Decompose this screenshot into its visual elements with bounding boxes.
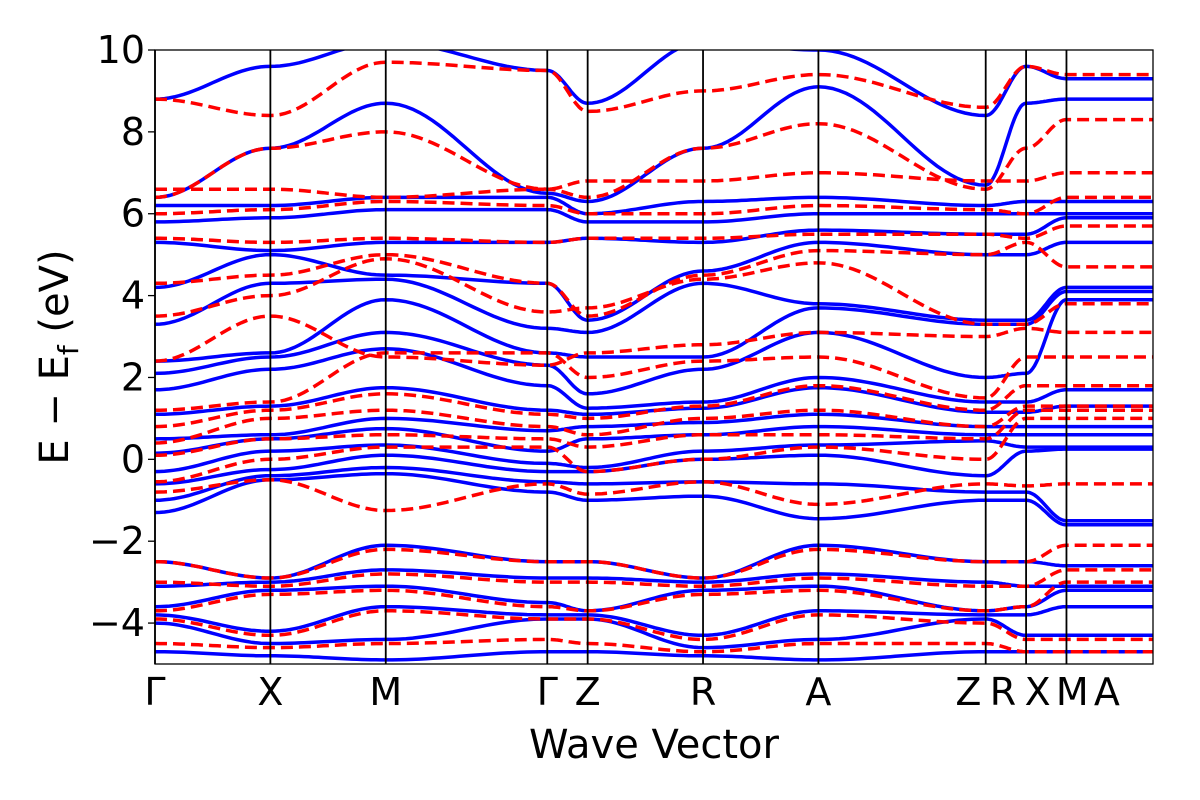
dashed-band-7 <box>155 257 1153 327</box>
x-tick-label: M <box>1056 670 1089 714</box>
plot-frame <box>154 49 1154 665</box>
dashed-band-16 <box>155 580 1153 613</box>
dashed-band-8 <box>155 240 1153 318</box>
x-tick-label: Γ <box>537 670 558 714</box>
x-tick-label: X <box>1025 670 1051 714</box>
x-tick-label: Z <box>575 670 601 714</box>
y-tick-label: 4 <box>121 274 145 318</box>
y-axis-label: E − Ef (eV) <box>32 249 85 464</box>
y-axis-label-unit: (eV) <box>32 249 78 345</box>
x-tick-label: Γ <box>144 670 165 714</box>
kpoint-lines <box>154 50 1068 664</box>
y-axis-label-main: E − E <box>32 355 78 465</box>
y-tick-label: −2 <box>89 519 145 563</box>
x-tick-label: R <box>690 670 716 714</box>
y-tick-label: 8 <box>121 110 145 154</box>
y-axis-ticks: −4 −2 0 2 4 6 8 10 <box>89 28 155 645</box>
dashed-band-4 <box>155 383 1153 429</box>
x-tick-label: A <box>805 670 831 714</box>
x-tick-label: R <box>990 670 1016 714</box>
x-tick-label: A <box>1094 670 1120 714</box>
x-tick-label: X <box>257 670 283 714</box>
y-axis-label-sub: f <box>52 344 85 355</box>
x-axis-label: Wave Vector <box>529 722 780 768</box>
x-tick-label: M <box>369 670 402 714</box>
y-tick-label: 0 <box>121 437 145 481</box>
y-tick-label: 10 <box>97 28 145 72</box>
x-tick-label: Z <box>955 670 981 714</box>
y-tick-label: 2 <box>121 355 145 399</box>
y-tick-label: −4 <box>89 601 145 645</box>
y-tick-label: 6 <box>121 192 145 236</box>
